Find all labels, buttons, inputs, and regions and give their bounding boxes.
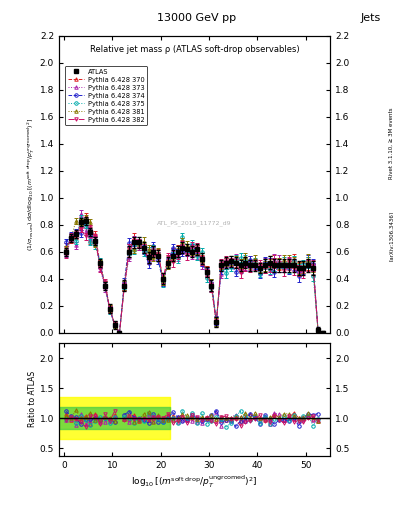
Text: 13000 GeV pp: 13000 GeV pp [157, 13, 236, 23]
X-axis label: $\log_{10}[(m^{\rm soft\ drop}/p_T^{\rm ungroomed})^2]$: $\log_{10}[(m^{\rm soft\ drop}/p_T^{\rm … [131, 474, 258, 490]
Text: Rivet 3.1.10, ≥ 3M events: Rivet 3.1.10, ≥ 3M events [389, 108, 393, 179]
Y-axis label: Ratio to ATLAS: Ratio to ATLAS [28, 371, 37, 428]
Text: [arXiv:1306.3436]: [arXiv:1306.3436] [389, 210, 393, 261]
Y-axis label: $(1/\sigma_{\rm resum})\ {\rm d}\sigma/{\rm d}\log_{10}[(m^{\rm soft\ drop}/p_T^: $(1/\sigma_{\rm resum})\ {\rm d}\sigma/{… [26, 118, 37, 251]
Text: ATL_PS_2019_11772_d9: ATL_PS_2019_11772_d9 [157, 220, 232, 226]
Text: Relative jet mass ρ (ATLAS soft-drop observables): Relative jet mass ρ (ATLAS soft-drop obs… [90, 45, 299, 54]
Text: Jets: Jets [361, 13, 381, 23]
Legend: ATLAS, Pythia 6.428 370, Pythia 6.428 373, Pythia 6.428 374, Pythia 6.428 375, P: ATLAS, Pythia 6.428 370, Pythia 6.428 37… [65, 66, 147, 125]
